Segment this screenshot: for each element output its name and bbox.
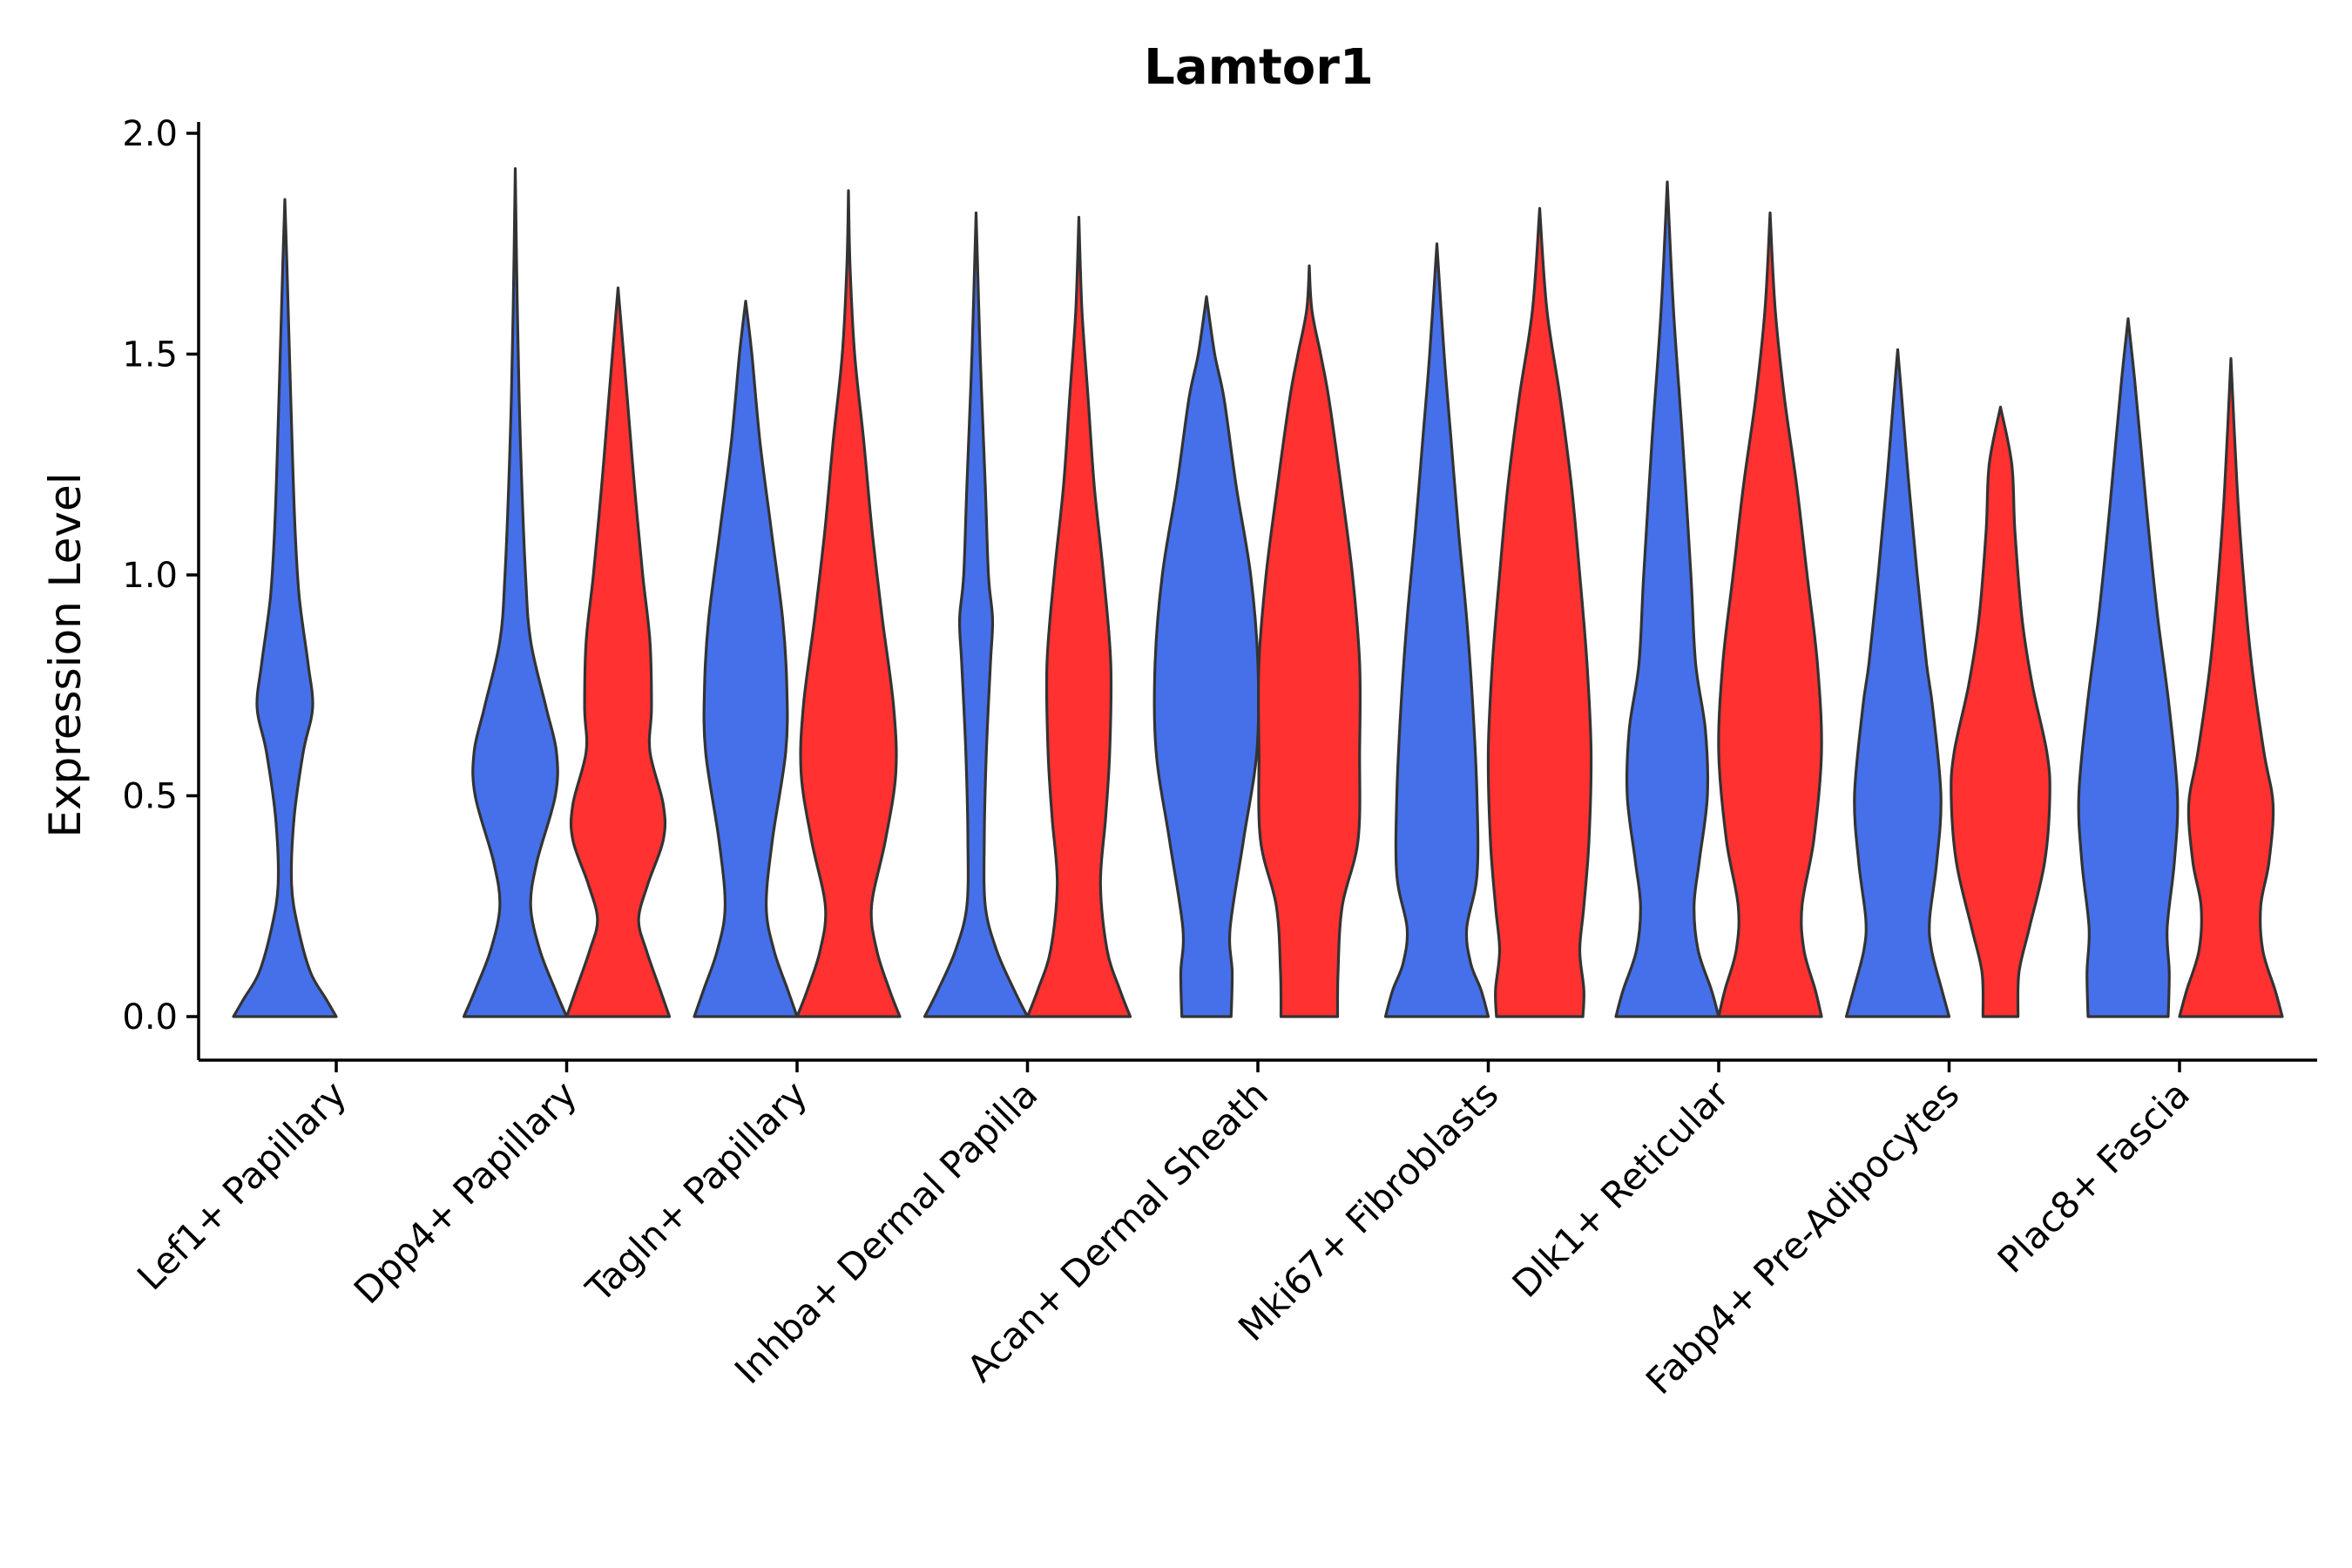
violin-2-blue — [693, 300, 799, 1018]
violin-8-red — [2178, 357, 2284, 1018]
x-tick-label: Lef1+ Papillary — [129, 1072, 355, 1298]
violin-3-red — [1025, 215, 1132, 1018]
violin-3-blue — [923, 211, 1030, 1018]
y-tick-label: 1.0 — [122, 556, 178, 596]
violin-7-red — [1950, 405, 2051, 1018]
y-tick-label: 2.0 — [122, 114, 178, 154]
violin-6-red — [1717, 211, 1823, 1018]
violin-8-blue — [2077, 317, 2180, 1018]
violin-1-red — [564, 286, 672, 1018]
y-tick-label: 0.5 — [122, 777, 178, 817]
x-tick-label: Mki67+ Fibroblasts — [1230, 1072, 1506, 1348]
x-tick-label: Dpp4+ Papillary — [346, 1072, 585, 1312]
chart-title: Lamtor1 — [1144, 39, 1374, 96]
violin-0-blue — [232, 198, 338, 1018]
violin-4-blue — [1152, 295, 1260, 1018]
violins-layer — [232, 167, 2284, 1018]
x-tick-label: Tagln+ Papillary — [578, 1072, 815, 1310]
violin-5-red — [1486, 206, 1593, 1018]
x-tick-label: Dlk1+ Reticular — [1504, 1072, 1738, 1306]
x-tick-label: Plac8+ Fascia — [1990, 1072, 2198, 1281]
violin-2-red — [795, 189, 902, 1018]
violin-1-blue — [462, 167, 569, 1018]
violin-5-blue — [1383, 242, 1490, 1018]
violin-6-blue — [1614, 180, 1720, 1018]
y-tick-label: 0.0 — [122, 997, 178, 1037]
y-tick-label: 1.5 — [122, 335, 178, 375]
y-axis-label: Expression Level — [40, 472, 91, 837]
violin-7-blue — [1844, 348, 1951, 1018]
y-axis: 0.0 0.5 1.0 1.5 2.0 — [122, 114, 200, 1060]
violin-4-red — [1256, 264, 1362, 1018]
